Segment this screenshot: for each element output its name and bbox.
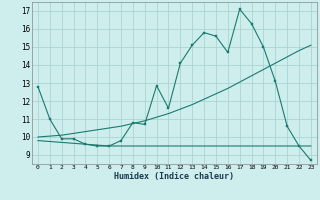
X-axis label: Humidex (Indice chaleur): Humidex (Indice chaleur) [115, 172, 234, 181]
